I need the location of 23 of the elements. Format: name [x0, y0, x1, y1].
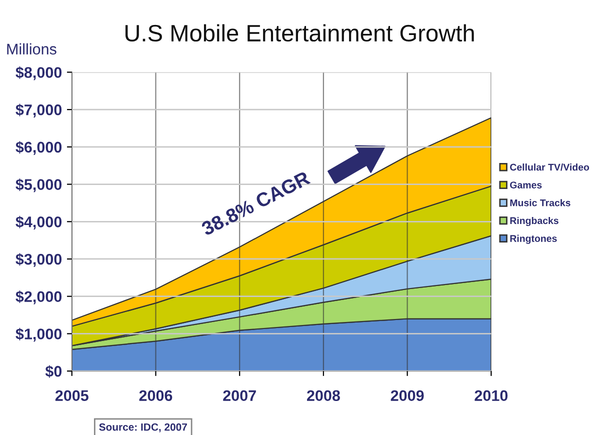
legend-label: Music Tracks [510, 199, 570, 206]
y-tick-label: $4,000 [16, 216, 62, 230]
x-tick-label: 2005 [55, 390, 88, 402]
y-tick-label: $5,000 [16, 178, 62, 192]
source-note: Source: IDC, 2007 [99, 423, 187, 432]
x-tick-label: 2008 [307, 390, 340, 402]
y-axis-title: Millions [7, 43, 56, 55]
y-tick-label: $6,000 [16, 141, 62, 155]
legend-label: Games [510, 182, 542, 188]
legend-label: Cellular TV/Video [510, 164, 590, 171]
y-tick-label: $7,000 [16, 104, 62, 118]
x-tick-label: 2006 [139, 390, 172, 402]
x-tick-label: 2010 [474, 390, 508, 402]
y-tick-label: $1,000 [16, 328, 62, 342]
x-tick-label: 2007 [223, 390, 256, 402]
y-tick-label: $3,000 [16, 253, 62, 267]
legend-label: Ringtones [510, 234, 557, 244]
x-tick-label: 2009 [390, 390, 424, 402]
chart-title: U.S Mobile Entertainment Growth [125, 24, 474, 42]
legend-label: Ringbacks [510, 216, 558, 226]
y-tick-label: $8,000 [16, 66, 62, 80]
y-tick-label: $2,000 [16, 290, 62, 304]
y-tick-label: $0 [45, 365, 62, 378]
